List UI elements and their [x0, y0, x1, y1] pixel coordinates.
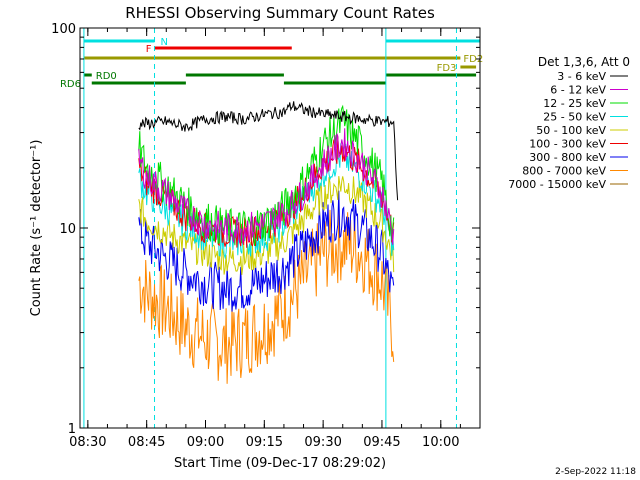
- x-tick-label: 08:45: [128, 435, 165, 450]
- x-tick-label: 09:15: [246, 435, 283, 450]
- series-line: [138, 101, 399, 201]
- legend-entry-label: 7000 - 15000 keV: [508, 178, 606, 191]
- x-axis-label: Start Time (09-Dec-17 08:29:02): [174, 456, 386, 471]
- legend-entry-label: 100 - 300 keV: [529, 138, 606, 151]
- y-tick-label: 10: [59, 222, 76, 237]
- chart-title: RHESSI Observing Summary Count Rates: [125, 4, 435, 22]
- x-tick-label: 09:00: [187, 435, 224, 450]
- flag-label: RD6: [60, 79, 81, 90]
- series-line: [138, 207, 395, 384]
- y-tick-label: 100: [51, 22, 76, 37]
- series-line: [138, 143, 395, 260]
- series-line: [138, 190, 395, 312]
- flag-label: N: [161, 37, 168, 48]
- y-tick-label: 1: [68, 422, 76, 437]
- legend-entry-label: 12 - 25 keV: [543, 97, 606, 110]
- series-line: [138, 128, 395, 245]
- timestamp: 2-Sep-2022 11:18: [555, 467, 636, 477]
- series-line: [138, 104, 395, 246]
- legend-entry-label: 3 - 6 keV: [557, 70, 606, 83]
- axes: 08:30 08:45 09:00 09:15 09:30 09:45 10:00 1 10 10…: [51, 22, 481, 450]
- legend-entry-label: 50 - 100 keV: [536, 124, 606, 137]
- legend-entry-label: 6 - 12 keV: [550, 84, 606, 97]
- legend-title: Det 1,3,6, Att 0: [538, 55, 630, 69]
- vertical-markers: [83, 28, 457, 428]
- y-axis-label: Count Rate (s⁻¹ detector⁻¹): [29, 140, 44, 317]
- x-tick-label: 09:45: [363, 435, 400, 450]
- flag-bars: NF FD2 FD3 RD0 RD6: [60, 37, 483, 90]
- x-tick-label: 09:30: [304, 435, 341, 450]
- flag-label: RD0: [96, 71, 117, 82]
- legend-entry-label: 300 - 800 keV: [529, 151, 606, 164]
- legend-entry-label: 25 - 50 keV: [543, 111, 606, 124]
- x-tick-label: 08:30: [69, 435, 106, 450]
- flag-label: FD2: [463, 54, 483, 65]
- flag-label: F: [146, 44, 152, 55]
- legend-entry-label: 800 - 7000 keV: [522, 165, 606, 178]
- flag-label: FD3: [437, 63, 457, 74]
- series-lines: [138, 101, 399, 384]
- x-tick-label: 10:00: [422, 435, 459, 450]
- series-line: [138, 176, 395, 275]
